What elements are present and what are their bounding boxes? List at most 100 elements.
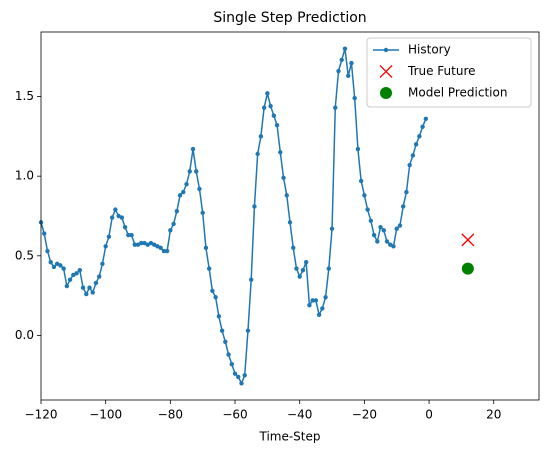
point (391, 244, 396, 249)
point (368, 218, 374, 223)
point (122, 224, 128, 230)
point (378, 224, 383, 230)
point (84, 291, 89, 297)
point (300, 267, 306, 273)
point (213, 295, 218, 300)
point (349, 60, 354, 66)
y-tick-label: 1.0 (15, 169, 34, 183)
point (119, 215, 125, 220)
point (371, 232, 377, 238)
point (294, 266, 299, 271)
point (394, 226, 399, 231)
point (258, 134, 264, 139)
point (303, 259, 309, 265)
point (255, 151, 260, 157)
point (87, 285, 92, 290)
point (239, 381, 244, 386)
point (310, 298, 315, 303)
point (342, 46, 348, 51)
point (200, 210, 205, 216)
x-tick-label: −60 (222, 408, 247, 422)
plot-frame (40, 31, 540, 401)
point (232, 371, 238, 376)
point (313, 298, 319, 303)
point (187, 169, 192, 174)
legend-label: Model Prediction (408, 86, 507, 100)
point (106, 234, 112, 239)
point (216, 314, 222, 319)
point (80, 285, 86, 290)
legend-box (366, 37, 532, 108)
x-tick-label: 0 (425, 408, 433, 422)
point (355, 146, 361, 152)
point (74, 271, 79, 276)
point (461, 262, 474, 275)
point (320, 306, 325, 311)
point (261, 105, 267, 110)
point (194, 169, 199, 174)
point (90, 290, 95, 295)
point (113, 207, 118, 212)
point (461, 233, 475, 247)
point (174, 209, 180, 214)
point (158, 245, 163, 251)
point (197, 186, 202, 192)
point (48, 259, 53, 265)
point (171, 221, 176, 227)
point (362, 193, 367, 198)
point (271, 113, 277, 118)
point (339, 57, 344, 63)
point (420, 124, 425, 129)
point (190, 146, 196, 152)
point (365, 207, 370, 212)
y-tick-label: 1.5 (15, 89, 34, 103)
x-tick-label: −80 (158, 408, 183, 422)
point (281, 175, 286, 180)
point (100, 261, 105, 266)
point (407, 162, 412, 168)
point (346, 73, 351, 79)
point (329, 226, 335, 231)
y-tick-label: 0.5 (15, 248, 34, 262)
point (297, 274, 302, 279)
point (61, 266, 66, 271)
point (129, 232, 134, 238)
point (316, 312, 322, 317)
x-tick-label: −120 (25, 408, 58, 422)
point (333, 105, 338, 110)
point (132, 242, 137, 247)
point (410, 153, 416, 158)
point (109, 215, 115, 220)
point (381, 228, 386, 233)
legend-marker (379, 65, 393, 78)
point (274, 122, 280, 128)
point (184, 181, 189, 187)
point (42, 231, 47, 236)
point (229, 361, 234, 367)
point (384, 239, 390, 244)
point (164, 248, 170, 254)
x-tick-label: −20 (352, 408, 377, 422)
point (210, 288, 215, 294)
point (287, 220, 293, 225)
point (103, 244, 108, 249)
point (284, 193, 289, 198)
x-tick-label: −100 (89, 408, 122, 422)
point (413, 142, 419, 147)
point (226, 352, 231, 357)
point (77, 267, 83, 273)
point (397, 223, 403, 228)
point (265, 91, 270, 96)
point (358, 178, 364, 184)
point (323, 295, 328, 300)
point (326, 266, 332, 271)
point (307, 303, 312, 308)
point (168, 228, 173, 233)
point (58, 263, 63, 268)
point (252, 204, 257, 209)
legend-marker (383, 47, 389, 53)
x-axis-label: Time-Step (258, 430, 320, 444)
point (206, 266, 212, 271)
point (97, 274, 102, 279)
